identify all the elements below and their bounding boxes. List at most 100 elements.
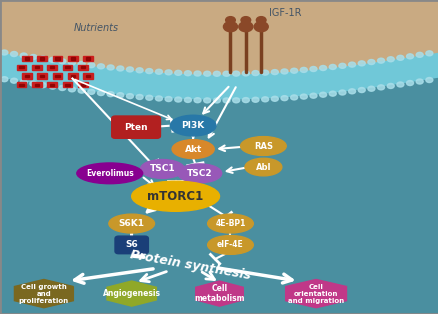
Circle shape — [357, 61, 364, 66]
Text: mTORC1: mTORC1 — [147, 190, 203, 203]
Circle shape — [425, 51, 432, 56]
Circle shape — [165, 70, 172, 75]
Bar — [63, 82, 72, 87]
Ellipse shape — [240, 137, 286, 155]
Text: Nutrients: Nutrients — [74, 23, 119, 33]
Circle shape — [415, 52, 422, 57]
Bar — [68, 56, 78, 61]
Bar — [65, 84, 70, 86]
Circle shape — [242, 71, 249, 76]
Circle shape — [165, 96, 172, 101]
Bar — [50, 84, 54, 86]
Circle shape — [30, 81, 37, 86]
Polygon shape — [0, 0, 438, 69]
Circle shape — [155, 96, 162, 101]
Circle shape — [280, 96, 287, 101]
Circle shape — [251, 97, 258, 102]
Text: Angiogenesis: Angiogenesis — [102, 289, 160, 298]
Circle shape — [78, 62, 85, 67]
Circle shape — [300, 94, 307, 99]
Ellipse shape — [109, 214, 154, 233]
Circle shape — [256, 17, 265, 24]
Circle shape — [20, 53, 27, 58]
Circle shape — [1, 77, 8, 82]
Circle shape — [251, 71, 258, 76]
Polygon shape — [285, 279, 346, 308]
Circle shape — [78, 88, 85, 93]
Circle shape — [386, 57, 393, 62]
Bar — [78, 65, 88, 70]
Circle shape — [300, 68, 307, 73]
Bar — [17, 65, 26, 70]
Bar — [71, 57, 75, 60]
Bar — [22, 73, 32, 78]
Polygon shape — [195, 281, 243, 306]
Circle shape — [348, 62, 355, 67]
Bar — [71, 75, 75, 77]
Bar — [55, 57, 60, 60]
Circle shape — [367, 60, 374, 65]
Text: Protein synthesis: Protein synthesis — [129, 248, 252, 282]
Bar — [83, 56, 93, 61]
Text: RAS: RAS — [253, 142, 272, 150]
Circle shape — [30, 55, 37, 60]
Circle shape — [238, 22, 252, 32]
Circle shape — [261, 97, 268, 102]
Circle shape — [396, 55, 403, 60]
Text: Cell growth
and
proliferation: Cell growth and proliferation — [19, 284, 69, 304]
Bar — [65, 66, 70, 68]
Circle shape — [406, 54, 413, 59]
Circle shape — [155, 69, 162, 74]
Circle shape — [240, 17, 250, 24]
Circle shape — [203, 71, 210, 76]
Bar — [19, 66, 24, 68]
Circle shape — [290, 95, 297, 100]
Circle shape — [184, 71, 191, 76]
Polygon shape — [14, 279, 73, 308]
Circle shape — [377, 58, 384, 63]
Bar — [40, 57, 44, 60]
Circle shape — [11, 51, 18, 57]
Circle shape — [319, 92, 326, 97]
Ellipse shape — [172, 140, 214, 159]
Text: Pten: Pten — [124, 123, 148, 132]
Circle shape — [348, 89, 355, 94]
Bar — [53, 73, 62, 78]
Circle shape — [184, 97, 191, 102]
Circle shape — [59, 59, 66, 64]
Circle shape — [396, 82, 403, 87]
Text: S6: S6 — [125, 241, 138, 249]
Circle shape — [126, 94, 133, 99]
Bar — [25, 75, 29, 77]
Circle shape — [254, 22, 268, 32]
Circle shape — [377, 85, 384, 90]
Circle shape — [117, 66, 124, 71]
Circle shape — [280, 69, 287, 74]
Polygon shape — [107, 281, 156, 306]
Bar — [86, 75, 90, 77]
Circle shape — [242, 98, 249, 103]
Circle shape — [68, 60, 75, 65]
Circle shape — [136, 68, 143, 73]
Circle shape — [290, 68, 297, 73]
Circle shape — [194, 98, 201, 103]
Circle shape — [174, 70, 181, 75]
Text: Everolimus: Everolimus — [86, 169, 133, 178]
Bar — [68, 73, 78, 78]
Bar — [78, 82, 88, 87]
Circle shape — [39, 83, 46, 88]
Text: TSC2: TSC2 — [187, 169, 212, 178]
Text: PI3K: PI3K — [181, 121, 204, 130]
Circle shape — [203, 98, 210, 103]
Bar — [86, 57, 90, 60]
Polygon shape — [0, 53, 438, 99]
Circle shape — [107, 92, 114, 97]
Polygon shape — [0, 0, 438, 75]
Bar — [50, 66, 54, 68]
Circle shape — [406, 80, 413, 85]
FancyBboxPatch shape — [111, 116, 160, 138]
Ellipse shape — [207, 214, 253, 233]
Circle shape — [223, 22, 237, 32]
Text: IGF-1R: IGF-1R — [268, 8, 301, 18]
Bar — [22, 56, 32, 61]
